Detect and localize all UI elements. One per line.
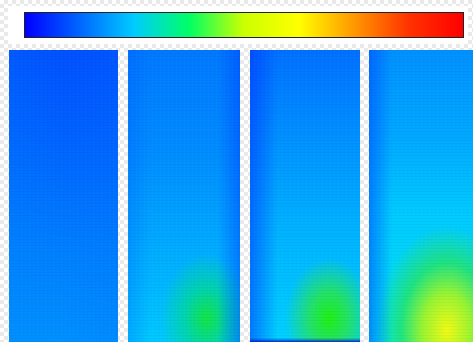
panel-2-texture (128, 50, 240, 342)
panel-4-shade-layer (369, 50, 473, 342)
panel-2-shade-layer (128, 50, 240, 342)
heatmap-panel-2 (128, 50, 240, 342)
panel-1-shade-layer (9, 50, 118, 342)
colorbar (24, 12, 464, 38)
heatmap-panel-3 (250, 50, 360, 342)
panel-3-texture (250, 50, 360, 342)
panel-4-texture (369, 50, 473, 342)
panel-1-texture (9, 50, 118, 342)
panel-1-base-layer (9, 50, 118, 342)
panel-2-hotspot (128, 50, 240, 342)
heatmap-panel-4 (369, 50, 473, 342)
panel-3-bottom-edge (250, 50, 360, 342)
colorbar-container (8, 6, 468, 44)
heatmap-panel-1 (9, 50, 118, 342)
